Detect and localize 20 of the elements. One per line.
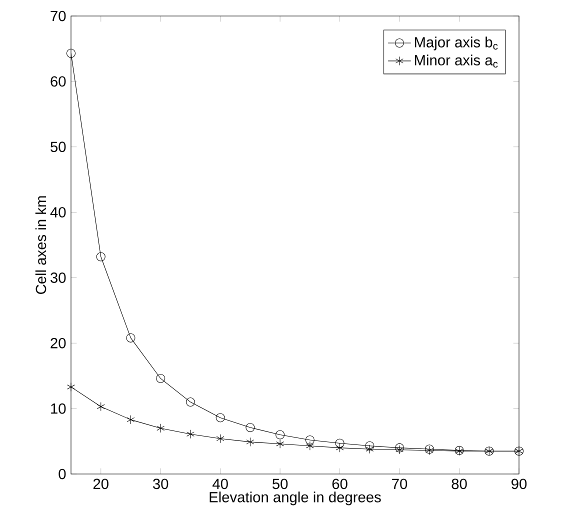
y-tick-label: 40	[50, 207, 66, 218]
x-tick-label: 50	[272, 478, 288, 490]
x-tick-label: 80	[452, 478, 467, 490]
x-tick-label: 70	[392, 478, 408, 490]
x-tick-label: 20	[93, 478, 108, 490]
x-tick-label: 90	[512, 478, 527, 490]
x-tick-label: 30	[153, 478, 168, 490]
x-axis-title: Elevation angle in degrees	[210, 492, 381, 506]
x-tick-label: 40	[212, 478, 228, 490]
y-tick-label: 10	[51, 403, 66, 414]
y-tick-label: 60	[50, 76, 66, 87]
y-tick-label: 30	[50, 272, 66, 283]
legend-label: Minor axis a$_{c}$	[414, 54, 498, 68]
y-tick-label: 50	[50, 142, 66, 152]
legend-label: Major axis b$_{c}$	[414, 36, 498, 50]
y-tick-label: 20	[50, 338, 66, 348]
y-tick-label: 70	[50, 10, 66, 22]
y-tick-label: 0	[58, 468, 66, 480]
x-tick-label: 60	[332, 478, 348, 490]
y-axis-title: Cell axes in km	[35, 196, 46, 294]
